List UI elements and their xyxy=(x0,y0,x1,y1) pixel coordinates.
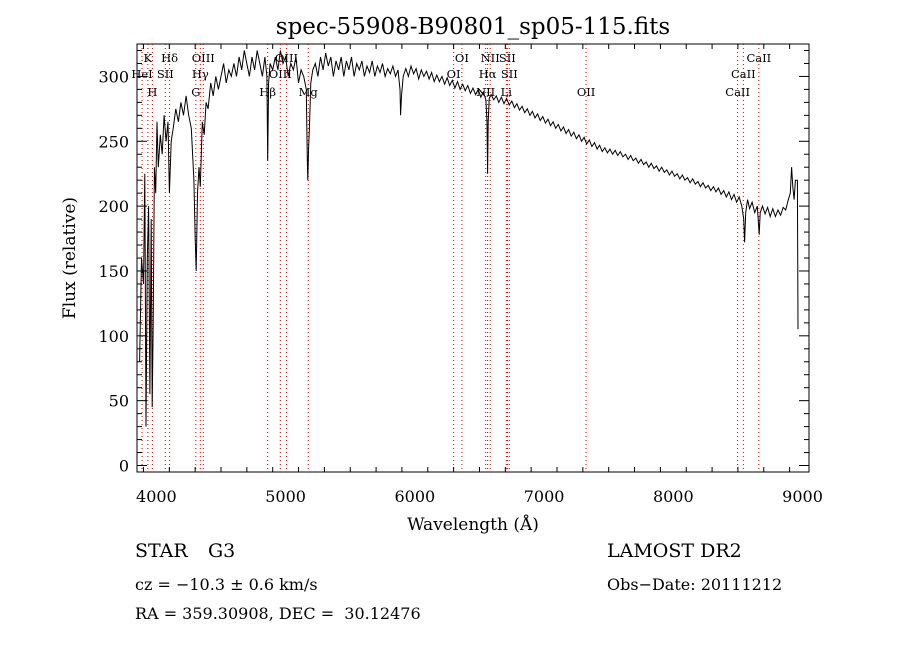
x-tick-label: 5000 xyxy=(265,487,306,506)
line-label: SII xyxy=(499,51,516,65)
y-tick-label: 100 xyxy=(98,327,129,346)
line-label: OI xyxy=(455,51,469,65)
line-label: Li xyxy=(501,85,513,99)
object-subclass: G3 xyxy=(208,540,236,562)
line-label: HeI xyxy=(131,67,152,81)
x-tick-label: 6000 xyxy=(394,487,435,506)
y-tick-label: 150 xyxy=(98,262,129,281)
line-label: CaII xyxy=(725,85,750,99)
line-label: CaII xyxy=(746,51,771,65)
x-axis-ticks: 4000 5000 6000 7000 8000 9000 xyxy=(136,44,823,506)
line-label: OIII xyxy=(269,67,292,81)
y-tick-label: 200 xyxy=(98,197,129,216)
line-label: Hβ xyxy=(259,85,276,99)
y-tick-label: 300 xyxy=(98,67,129,86)
chart-title: spec-55908-B90801_sp05-115.fits xyxy=(276,14,670,40)
line-label: Hα xyxy=(479,67,497,81)
x-tick-label: 9000 xyxy=(782,487,823,506)
y-tick-label: 0 xyxy=(119,457,129,476)
line-label: H xyxy=(147,85,157,99)
spectral-line-markers xyxy=(141,44,760,472)
line-label: SII xyxy=(157,67,174,81)
spectrum-line xyxy=(139,50,799,427)
x-tick-label: 7000 xyxy=(524,487,565,506)
line-label: SII xyxy=(501,67,518,81)
x-tick-label: 4000 xyxy=(136,487,177,506)
y-tick-label: 50 xyxy=(109,392,129,411)
line-label: Hγ xyxy=(192,67,209,81)
line-label: Hδ xyxy=(161,51,178,65)
line-label: K xyxy=(144,51,153,65)
line-label: Mg xyxy=(299,85,319,99)
observation-date: Obs−Date: 20111212 xyxy=(607,575,783,594)
x-axis-label: Wavelength (Å) xyxy=(407,514,539,535)
line-label: OIII xyxy=(192,51,215,65)
y-axis-ticks: 0 50 100 150 200 250 300 xyxy=(98,49,809,476)
coordinates: RA = 359.30908, DEC = 30.12476 xyxy=(135,604,421,623)
y-tick-label: 250 xyxy=(98,132,129,151)
line-label: NII xyxy=(481,51,500,65)
line-label: G xyxy=(191,85,200,99)
y-axis-label: Flux (relative) xyxy=(60,197,80,319)
survey-name: LAMOST DR2 xyxy=(607,540,742,562)
line-label: OI xyxy=(447,67,461,81)
line-label: OII xyxy=(577,85,596,99)
plot-frame xyxy=(136,43,810,473)
line-label: CaII xyxy=(731,67,756,81)
redshift-velocity: cz = −10.3 ± 0.6 km/s xyxy=(135,575,318,594)
object-class: STAR xyxy=(135,540,188,562)
x-tick-label: 8000 xyxy=(653,487,694,506)
